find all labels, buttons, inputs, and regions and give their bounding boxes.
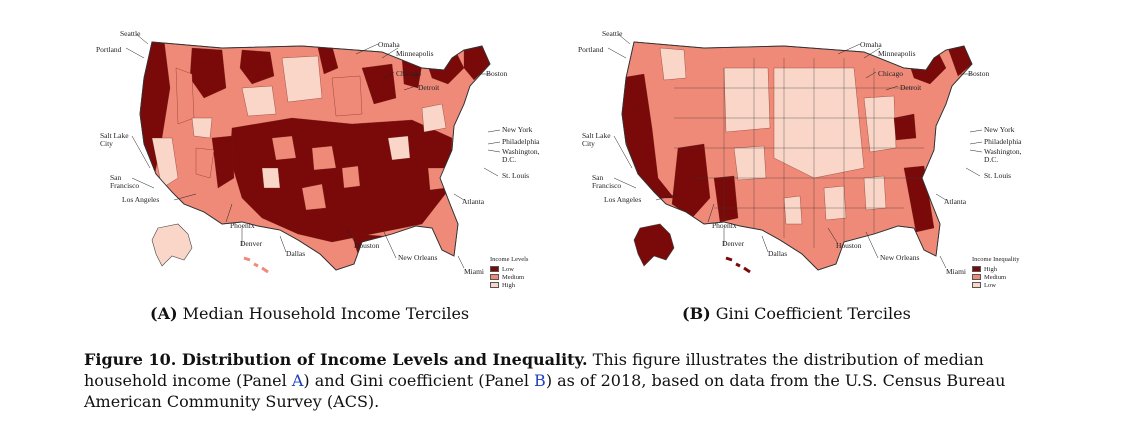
panel-b-title: Gini Coefficient Terciles — [715, 304, 911, 323]
legend-swatch — [490, 282, 499, 288]
city-label-atlanta: Atlanta — [944, 197, 967, 206]
city-label-los-angeles: Los Angeles — [122, 195, 160, 204]
city-label-seattle: Seattle — [602, 29, 623, 38]
city-label-salt-lake-city: Salt Lake City — [100, 131, 129, 148]
city-label-boston: Boston — [968, 69, 990, 78]
panel-b-reference-link[interactable]: B — [534, 371, 546, 390]
figure-caption-title: Figure 10. Distribution of Income Levels… — [84, 350, 588, 369]
city-label-omaha: Omaha — [860, 40, 882, 49]
panel-a-letter: (A) — [150, 304, 178, 323]
city-label-minneapolis: Minneapolis — [396, 49, 434, 58]
city-label-phoenix: Phoenix — [712, 221, 737, 230]
legend-item: Low — [490, 265, 560, 273]
panel-a-income-map: Seattle Portland Omaha Minneapolis Chica… — [92, 28, 552, 290]
legend-item: Medium — [972, 273, 1042, 281]
legend-item: Medium — [490, 273, 560, 281]
legend-title: Income Levels — [490, 256, 529, 263]
legend-swatch — [972, 274, 981, 280]
legend-label: High — [984, 265, 997, 273]
city-label-detroit: Detroit — [418, 83, 440, 92]
legend-label: High — [502, 281, 515, 289]
legend-label: Low — [984, 281, 996, 289]
city-label-new-orleans: New Orleans — [880, 253, 920, 262]
legend-swatch — [972, 266, 981, 272]
figure-caption-text: ) and Gini coefficient (Panel — [303, 371, 535, 390]
gini-tercile-map — [607, 33, 983, 274]
legend-income-levels: Income Levels Low Medium High — [490, 256, 560, 289]
city-label-salt-lake-city: Salt Lake City — [582, 131, 611, 148]
figure-caption-text: This figure illustrates the distribution… — [84, 350, 984, 390]
legend-label: Low — [502, 265, 514, 273]
legend-swatch — [490, 274, 499, 280]
figure-caption-text: ) as of 2018, based on data from the U.S… — [84, 371, 1006, 411]
panel-b-caption: (B) Gini Coefficient Terciles — [682, 304, 911, 323]
city-label-philadelphia: Philadelphia — [502, 137, 540, 146]
city-label-st-louis: St. Louis — [502, 171, 530, 180]
city-label-chicago: Chicago — [396, 69, 421, 78]
legend-label: Medium — [984, 273, 1007, 281]
city-label-houston: Houston — [354, 241, 380, 250]
city-label-dallas: Dallas — [768, 249, 788, 258]
legend-title: Income Inequality — [972, 256, 1020, 263]
city-label-portland: Portland — [96, 45, 122, 54]
city-label-houston: Houston — [836, 241, 862, 250]
panel-b-letter: (B) — [682, 304, 711, 323]
panel-a-reference-link[interactable]: A — [291, 371, 304, 390]
city-label-denver: Denver — [722, 239, 745, 248]
city-label-omaha: Omaha — [378, 40, 400, 49]
panel-a-title: Median Household Income Terciles — [182, 304, 470, 323]
city-label-miami: Miami — [464, 267, 484, 276]
city-label-washington: Washington, D.C. — [502, 147, 540, 164]
legend-swatch — [490, 266, 499, 272]
city-label-new-york: New York — [984, 125, 1015, 134]
panel-b-gini-map: Seattle Portland Omaha Minneapolis Chica… — [574, 28, 1034, 290]
legend-swatch — [972, 282, 981, 288]
city-label-denver: Denver — [240, 239, 263, 248]
city-label-portland: Portland — [578, 45, 604, 54]
income-tercile-map — [125, 33, 501, 274]
city-label-new-orleans: New Orleans — [398, 253, 438, 262]
city-label-san-francisco: San Francisco — [110, 173, 140, 190]
city-label-boston: Boston — [486, 69, 508, 78]
city-label-chicago: Chicago — [878, 69, 903, 78]
city-label-los-angeles: Los Angeles — [604, 195, 642, 204]
legend-income-inequality: Income Inequality High Medium Low — [972, 256, 1042, 289]
city-label-seattle: Seattle — [120, 29, 141, 38]
figure-caption: Figure 10. Distribution of Income Levels… — [84, 349, 1064, 412]
city-label-st-louis: St. Louis — [984, 171, 1012, 180]
city-label-miami: Miami — [946, 267, 966, 276]
city-label-detroit: Detroit — [900, 83, 922, 92]
legend-item: High — [972, 265, 1042, 273]
legend-item: Low — [972, 281, 1042, 289]
city-label-phoenix: Phoenix — [230, 221, 255, 230]
city-label-new-york: New York — [502, 125, 533, 134]
panel-a-caption: (A) Median Household Income Terciles — [150, 304, 469, 323]
legend-item: High — [490, 281, 560, 289]
city-label-minneapolis: Minneapolis — [878, 49, 916, 58]
city-label-dallas: Dallas — [286, 249, 306, 258]
legend-label: Medium — [502, 273, 525, 281]
city-label-san-francisco: San Francisco — [592, 173, 622, 190]
city-label-washington: Washington, D.C. — [984, 147, 1022, 164]
city-label-atlanta: Atlanta — [462, 197, 485, 206]
city-label-philadelphia: Philadelphia — [984, 137, 1022, 146]
